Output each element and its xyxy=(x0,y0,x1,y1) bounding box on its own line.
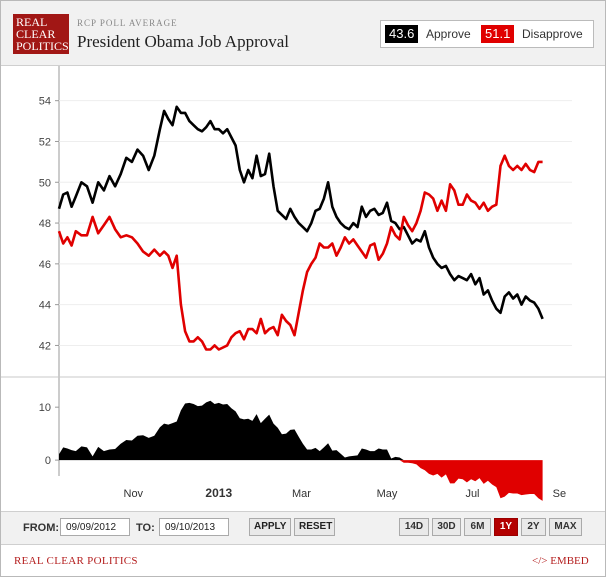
range-button-2y[interactable]: 2Y xyxy=(521,518,546,536)
from-label: FROM: xyxy=(23,522,60,534)
range-button-14d[interactable]: 14D xyxy=(399,518,429,536)
rcp-logo[interactable]: REAL CLEAR POLITICS xyxy=(13,14,69,54)
y-tick-label: 44 xyxy=(39,300,51,312)
y-tick-label: 48 xyxy=(39,218,51,230)
footer-source-link[interactable]: REAL CLEAR POLITICS xyxy=(14,555,138,567)
y-tick-label: 54 xyxy=(39,96,51,108)
spread-tick-label: 0 xyxy=(45,455,51,467)
logo-line-1: REAL xyxy=(16,15,48,29)
y-axis-labels: 54 52 50 48 46 44 42 xyxy=(39,96,51,353)
disapprove-legend-label: Disapprove xyxy=(522,27,583,41)
apply-button[interactable]: APPLY xyxy=(249,518,291,536)
logo-line-2: CLEAR xyxy=(16,27,56,41)
range-button-1y[interactable]: 1Y xyxy=(494,518,518,536)
reset-button[interactable]: RESET xyxy=(294,518,335,536)
x-tick-label: Mar xyxy=(292,488,311,500)
chart-legend: 43.6 Approve 51.1 Disapprove xyxy=(380,20,594,48)
x-tick-label: Se xyxy=(553,488,566,500)
poll-kicker: RCP POLL AVERAGE xyxy=(77,18,178,28)
spread-positive-area xyxy=(59,400,543,461)
range-button-30d[interactable]: 30D xyxy=(432,518,461,536)
approval-chart[interactable]: 54 52 50 48 46 44 42 10 0 Nov 2013 Mar May Jul Se xyxy=(1,66,605,511)
range-button-max[interactable]: MAX xyxy=(549,518,582,536)
spread-chart xyxy=(59,400,543,501)
spread-negative-area xyxy=(59,460,543,501)
disapprove-line xyxy=(57,154,543,351)
range-button-6m[interactable]: 6M xyxy=(464,518,491,536)
spread-axis-labels: 10 0 xyxy=(39,402,51,467)
disapprove-value-badge: 51.1 xyxy=(481,25,515,43)
approve-line xyxy=(57,105,544,320)
approve-legend-label: Approve xyxy=(426,27,471,41)
x-axis-labels: Nov 2013 Mar May Jul Se xyxy=(124,486,567,500)
y-tick-label: 50 xyxy=(39,177,51,189)
chart-grid xyxy=(1,66,605,476)
widget-header: REAL CLEAR POLITICS RCP POLL AVERAGE Pre… xyxy=(1,1,605,66)
logo-line-3: POLITICS xyxy=(16,39,69,53)
x-tick-label: 2013 xyxy=(205,486,232,500)
to-label: TO: xyxy=(136,522,155,534)
to-date-input[interactable] xyxy=(159,518,229,536)
y-tick-label: 42 xyxy=(39,340,51,352)
y-tick-label: 52 xyxy=(39,136,51,148)
x-tick-label: Jul xyxy=(465,488,479,500)
x-tick-label: Nov xyxy=(124,488,144,500)
spread-tick-label: 10 xyxy=(39,402,51,414)
embed-link[interactable]: </> EMBED xyxy=(532,555,589,567)
from-date-input[interactable] xyxy=(60,518,130,536)
x-tick-label: May xyxy=(377,488,398,500)
page-title: President Obama Job Approval xyxy=(77,32,289,51)
y-tick-label: 46 xyxy=(39,259,51,271)
approve-value-badge: 43.6 xyxy=(385,25,419,43)
series-lines xyxy=(57,105,544,351)
